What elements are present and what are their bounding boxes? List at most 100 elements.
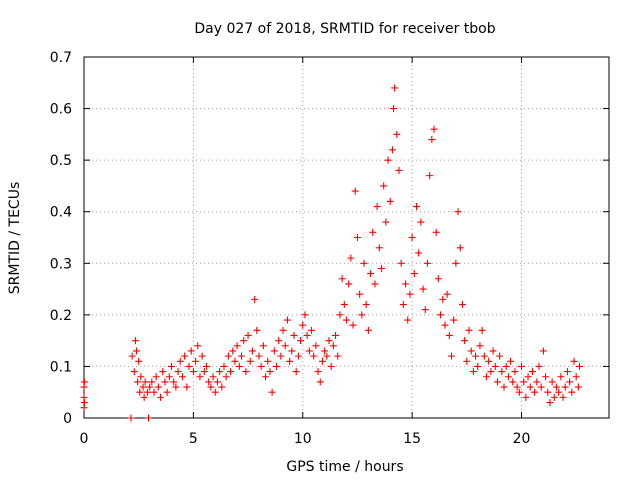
data-point — [281, 342, 289, 350]
chart-title: Day 027 of 2018, SRMTID for receiver tbo… — [194, 21, 495, 37]
data-point — [380, 182, 388, 190]
data-point — [378, 264, 385, 272]
data-point — [526, 383, 534, 391]
data-point — [172, 383, 180, 391]
data-point — [192, 357, 200, 365]
data-point — [524, 373, 532, 381]
data-point — [318, 357, 326, 365]
data-point — [303, 331, 311, 339]
data-point — [292, 368, 300, 376]
data-point — [259, 342, 267, 350]
x-tick-label: 10 — [294, 431, 312, 447]
data-point — [388, 146, 396, 154]
data-point — [235, 362, 243, 370]
data-point — [448, 352, 455, 360]
y-tick-label: 0.4 — [50, 205, 72, 221]
data-point — [415, 249, 423, 257]
data-point — [548, 378, 556, 386]
data-point — [480, 352, 488, 360]
data-point — [535, 362, 543, 370]
data-point — [178, 373, 186, 381]
data-point — [417, 218, 425, 226]
data-point — [308, 326, 315, 334]
data-point — [426, 172, 434, 180]
data-point — [528, 368, 536, 376]
data-point — [131, 337, 139, 345]
data-point — [187, 347, 195, 355]
data-point — [395, 166, 403, 174]
data-point — [373, 203, 381, 211]
data-point — [408, 234, 416, 241]
data-point — [430, 125, 438, 133]
data-point — [224, 352, 232, 360]
x-tick-label: 15 — [403, 431, 421, 447]
data-point — [553, 383, 560, 391]
data-point — [358, 311, 366, 319]
data-point — [570, 357, 578, 365]
data-point — [518, 362, 525, 370]
data-point — [465, 326, 473, 334]
data-point — [467, 347, 475, 355]
data-point — [159, 368, 167, 376]
data-point — [140, 393, 148, 401]
grid — [84, 57, 609, 418]
data-point — [384, 156, 392, 164]
data-point — [360, 259, 368, 267]
data-point — [297, 337, 305, 345]
data-point — [229, 347, 237, 355]
data-point — [491, 362, 499, 370]
data-point — [248, 347, 256, 355]
data-point — [130, 368, 138, 376]
data-point — [143, 388, 151, 396]
data-point — [500, 383, 508, 391]
data-point — [369, 228, 377, 236]
data-point — [323, 352, 331, 360]
data-point — [157, 393, 165, 401]
data-point — [441, 321, 449, 329]
data-point — [255, 352, 263, 360]
data-point — [539, 347, 547, 355]
data-point — [200, 368, 208, 376]
data-point — [268, 388, 276, 396]
data-point — [487, 368, 495, 376]
data-point — [80, 378, 88, 386]
data-point — [522, 393, 530, 401]
data-point — [213, 378, 221, 386]
data-point — [185, 362, 193, 370]
data-point — [127, 414, 135, 422]
data-point — [128, 352, 136, 360]
data-point — [336, 311, 344, 319]
data-point — [242, 368, 250, 376]
data-point — [375, 244, 383, 252]
data-point — [364, 326, 372, 334]
data-point — [286, 357, 294, 365]
data-point — [152, 373, 160, 381]
data-point — [294, 352, 302, 360]
data-point — [264, 357, 272, 365]
data-point — [80, 399, 88, 407]
data-point — [568, 388, 576, 396]
data-point — [502, 362, 510, 370]
data-point — [327, 362, 335, 370]
data-point — [351, 187, 359, 195]
data-point — [382, 218, 390, 226]
data-point — [542, 373, 550, 381]
data-point — [443, 290, 451, 298]
data-point — [270, 347, 278, 355]
data-point — [316, 378, 324, 386]
data-point — [150, 388, 158, 396]
data-point — [458, 301, 466, 309]
data-point — [288, 347, 296, 355]
data-point — [421, 306, 429, 314]
data-point — [452, 259, 460, 267]
data-point — [275, 337, 283, 345]
data-point — [483, 373, 490, 381]
data-point — [559, 393, 567, 401]
data-point — [572, 373, 580, 381]
data-point — [133, 347, 140, 355]
plot-frame — [83, 56, 610, 419]
data-point — [205, 378, 213, 386]
data-point — [347, 254, 355, 262]
data-point — [563, 368, 571, 376]
data-point — [371, 280, 379, 288]
